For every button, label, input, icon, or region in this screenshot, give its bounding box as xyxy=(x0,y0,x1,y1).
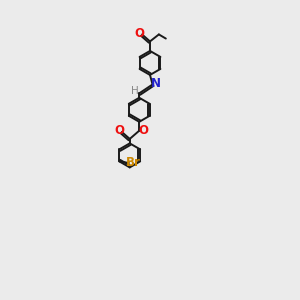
Text: O: O xyxy=(138,124,148,137)
Text: H: H xyxy=(131,86,139,96)
Text: N: N xyxy=(151,77,161,90)
Text: O: O xyxy=(135,27,145,40)
Text: Br: Br xyxy=(126,157,141,169)
Text: O: O xyxy=(114,124,124,137)
